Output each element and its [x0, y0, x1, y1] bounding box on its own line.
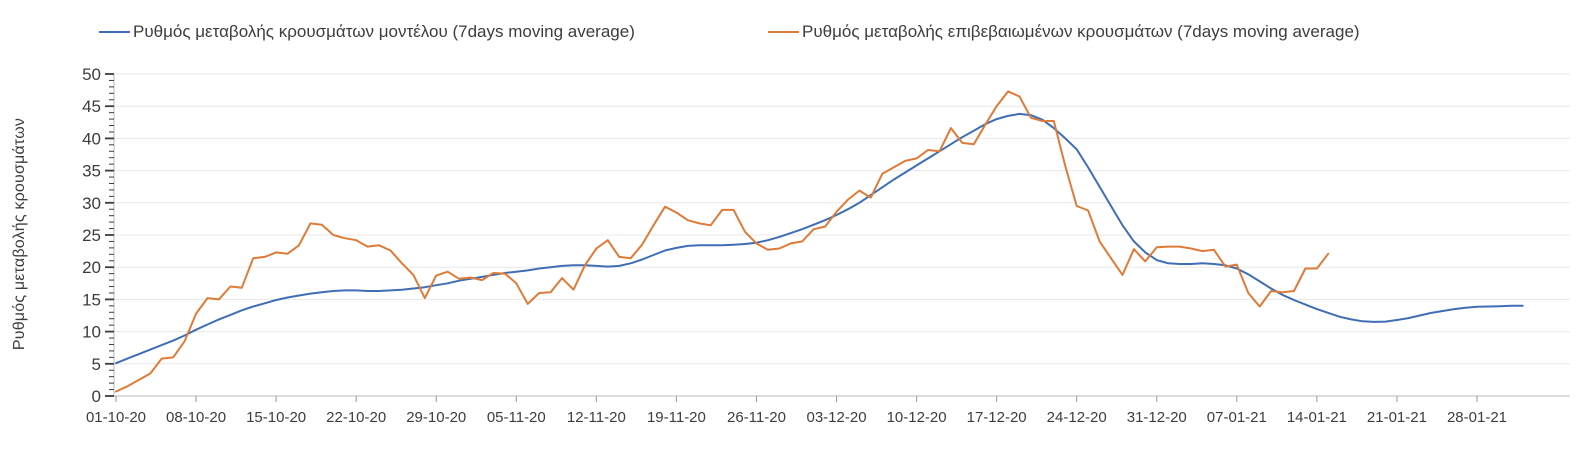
x-tick-label: 26-11-20 [727, 409, 786, 426]
x-tick-label: 12-11-20 [567, 409, 626, 426]
x-tick-label: 03-12-20 [807, 409, 867, 426]
y-tick-label: 25 [82, 226, 101, 245]
y-tick-label: 50 [82, 65, 101, 84]
confirmed-line [115, 90, 1330, 393]
legend-item-confirmed: Ρυθμός μεταβολής επιβεβαιωμένων κρουσμάτ… [768, 20, 1360, 44]
x-tick-label: 17-12-20 [967, 409, 1027, 426]
x-tick-label: 07-01-21 [1207, 409, 1267, 426]
x-tick-label: 05-11-20 [487, 409, 546, 426]
y-tick-label: 20 [82, 258, 101, 277]
y-tick-label: 5 [92, 355, 101, 374]
x-tick-label: 19-11-20 [647, 409, 706, 426]
legend-item-model: Ρυθμός μεταβολής κρουσμάτων μοντέλου (7d… [99, 20, 635, 44]
y-tick-label: 0 [92, 387, 101, 406]
x-tick-label: 29-10-20 [406, 409, 466, 426]
x-tick-label: 22-10-20 [326, 409, 386, 426]
y-tick-label: 35 [82, 162, 101, 181]
y-tick-label: 10 [82, 323, 101, 342]
y-tick-label: 15 [82, 290, 101, 309]
confirmed-line-legend-marker-icon [768, 31, 799, 33]
x-tick-label: 21-01-21 [1367, 409, 1427, 426]
x-tick-label: 01-10-20 [86, 409, 146, 426]
x-tick-label: 15-10-20 [246, 409, 306, 426]
x-tick-label: 28-01-21 [1447, 409, 1507, 426]
model-line-legend-marker-icon [99, 31, 130, 33]
x-tick-label: 14-01-21 [1287, 409, 1347, 426]
x-tick-label: 31-12-20 [1127, 409, 1187, 426]
y-tick-label: 30 [82, 194, 101, 213]
x-tick-label: 10-12-20 [887, 409, 947, 426]
y-tick-label: 45 [82, 97, 101, 116]
x-tick-label: 24-12-20 [1047, 409, 1107, 426]
y-axis-title: Ρυθμός μεταβολής κρουσμάτων [11, 117, 28, 351]
y-tick-label: 40 [82, 129, 101, 148]
model-line [115, 112, 1524, 365]
x-tick-label: 08-10-20 [166, 409, 226, 426]
legend-label-model: Ρυθμός μεταβολής κρουσμάτων μοντέλου (7d… [133, 22, 635, 41]
legend-label-confirmed: Ρυθμός μεταβολής επιβεβαιωμένων κρουσμάτ… [802, 22, 1360, 41]
